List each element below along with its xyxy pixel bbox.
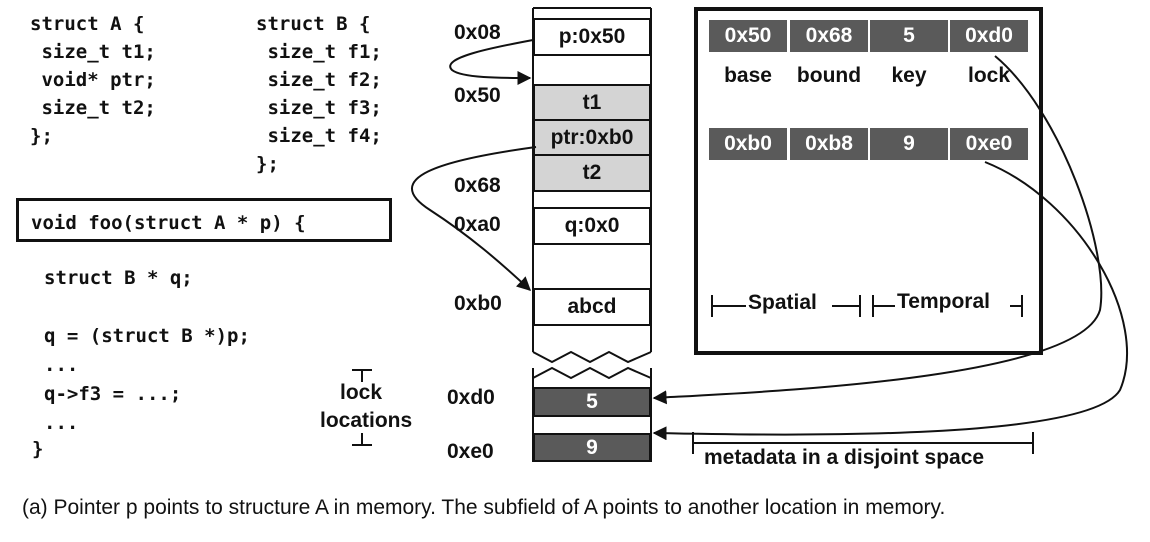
address-0x08: 0x08 (454, 21, 501, 44)
memory-break-bottom (532, 366, 652, 380)
code-line: struct B * q; (44, 267, 193, 289)
code-line: size_t t2; (30, 97, 156, 119)
memory-cell-t2: t2 (533, 154, 651, 192)
struct-b-code: struct B { size_t f1; size_t f2; size_t … (256, 10, 382, 178)
arrow-p-to-0x50 (449, 39, 534, 85)
address-0xb0: 0xb0 (454, 292, 502, 315)
spatial-bracket (711, 295, 861, 317)
memory-column (532, 7, 652, 462)
code-line: struct B { (256, 13, 371, 35)
metadata-row2-lock: 0xe0 (950, 128, 1028, 160)
code-line: size_t t1; (30, 41, 156, 63)
figure-caption: (a) Pointer p points to structure A in m… (22, 496, 946, 519)
code-line: size_t f3; (256, 97, 382, 119)
temporal-label: Temporal (897, 290, 990, 313)
foo-signature: void foo(struct A * p) { (16, 198, 392, 242)
code-line: }; (256, 153, 279, 175)
arrow-lock-0xd0 (652, 55, 1103, 405)
metadata-label-bound: bound (796, 64, 862, 87)
code-line: size_t f1; (256, 41, 382, 63)
arrow-ptr-to-abcd (411, 146, 537, 291)
memory-cell-t1: t1 (533, 84, 651, 121)
code-line: size_t f4; (256, 125, 382, 147)
code-line: ... (44, 412, 79, 434)
metadata-label-base: base (724, 64, 772, 87)
code-line: }; (30, 125, 53, 147)
metadata-row2-key: 9 (870, 128, 948, 160)
address-0x50: 0x50 (454, 84, 501, 107)
metadata-row1-key: 5 (870, 20, 948, 52)
address-0xa0: 0xa0 (454, 213, 501, 236)
code-line: void* ptr; (30, 69, 156, 91)
metadata-label-lock: lock (967, 64, 1011, 87)
memory-cell-ptr: ptr:0xb0 (533, 119, 651, 156)
metadata-row1-lock: 0xd0 (950, 20, 1028, 52)
temporal-bracket (872, 295, 1023, 317)
code-line: q->f3 = ...; (44, 383, 182, 405)
metadata-row1-bound: 0x68 (790, 20, 868, 52)
foo-body-code: struct B * q; q = (struct B *)p;... q->f3… (44, 264, 250, 438)
code-line: } (32, 438, 44, 460)
memory-break-top (532, 350, 652, 364)
struct-a-code: struct A { size_t t1; void* ptr; size_t … (30, 10, 156, 150)
metadata-row1-base: 0x50 (709, 20, 787, 52)
metadata-box (694, 7, 1043, 355)
disjoint-space-bracket (692, 432, 1034, 454)
code-line: struct A { (30, 13, 145, 35)
arrow-lock-0xe0 (652, 161, 1129, 441)
metadata-row2-bound: 0xb8 (790, 128, 868, 160)
code-line: size_t f2; (256, 69, 382, 91)
address-0xd0: 0xd0 (447, 386, 495, 409)
disjoint-metadata-label: metadata in a disjoint space (704, 446, 985, 469)
code-line: q = (struct B *)p; (44, 325, 250, 347)
lock-locations-bracket (352, 369, 372, 446)
code-line: ... (44, 354, 79, 376)
metadata-row2-base: 0xb0 (709, 128, 787, 160)
metadata-label-key: key (891, 64, 927, 87)
spatial-label: Spatial (748, 291, 817, 314)
address-0xe0: 0xe0 (447, 440, 494, 463)
lock-locations-label-2: locations (320, 409, 413, 432)
lock-locations-label-1: lock (340, 381, 383, 404)
address-0x68: 0x68 (454, 174, 501, 197)
